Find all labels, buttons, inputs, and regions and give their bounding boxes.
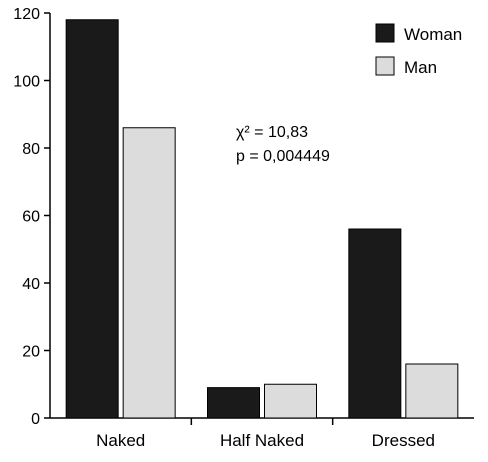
- bars: [65, 19, 459, 419]
- y-tick-label: 20: [22, 344, 40, 361]
- y-tick-label: 120: [13, 6, 40, 23]
- y-tick-label: 60: [22, 209, 40, 226]
- category-label: Dressed: [372, 431, 435, 450]
- p-value-label: p = 0,004449: [236, 148, 330, 165]
- category-label: Naked: [96, 431, 145, 450]
- bar-man-naked: [122, 127, 176, 419]
- y-tick-labels: 0 20 40 60 80 100 120: [13, 6, 40, 428]
- axes: [44, 12, 474, 425]
- bar-man-half-naked: [264, 383, 317, 419]
- bar-woman-naked: [65, 19, 119, 419]
- legend-label-woman: Woman: [404, 25, 462, 44]
- y-tick-label: 80: [22, 141, 40, 158]
- category-label: Half Naked: [220, 431, 304, 450]
- statistics-annotation: χ² = 10,83 p = 0,004449: [236, 124, 330, 165]
- bar-man-dressed: [405, 363, 459, 419]
- chi-square-label: χ² = 10,83: [236, 124, 308, 141]
- legend-swatch-woman: [375, 23, 395, 43]
- y-tick-label: 0: [31, 411, 40, 428]
- y-tick-label: 40: [22, 276, 40, 293]
- bar-woman-half-naked: [207, 387, 260, 419]
- y-tick-label: 100: [13, 74, 40, 91]
- legend: Woman Man: [375, 23, 462, 77]
- category-labels: Naked Half Naked Dressed: [96, 431, 435, 450]
- legend-label-man: Man: [404, 58, 437, 77]
- bar-woman-dressed: [348, 228, 402, 419]
- legend-swatch-man: [375, 56, 395, 76]
